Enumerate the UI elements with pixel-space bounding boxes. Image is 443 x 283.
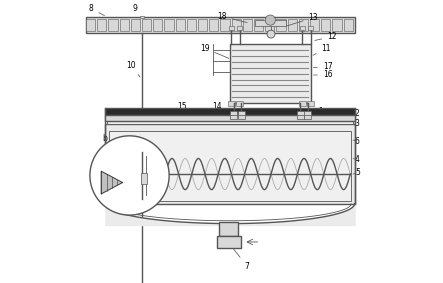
Bar [219, 222, 238, 236]
Bar [86, 19, 95, 31]
Bar [175, 19, 185, 31]
Bar [187, 19, 196, 31]
Bar [308, 26, 313, 30]
Bar [321, 19, 330, 31]
Text: 8: 8 [89, 4, 105, 16]
Text: 13: 13 [287, 13, 318, 26]
Bar [230, 115, 237, 119]
Text: 3: 3 [353, 119, 360, 128]
Text: 2: 2 [353, 109, 360, 118]
Text: 15: 15 [177, 102, 196, 111]
Bar [109, 131, 351, 201]
Text: 12: 12 [315, 32, 337, 41]
Circle shape [90, 136, 169, 215]
Bar [85, 17, 354, 33]
Bar [255, 20, 286, 26]
Polygon shape [101, 171, 122, 194]
Bar [307, 101, 314, 106]
Bar [297, 111, 303, 115]
Text: 1: 1 [309, 107, 323, 116]
Bar [230, 111, 237, 115]
Bar [332, 19, 342, 31]
Bar [344, 19, 353, 31]
Bar [297, 115, 303, 119]
Circle shape [267, 30, 275, 38]
Bar [141, 173, 147, 184]
Text: 10: 10 [126, 61, 140, 77]
Bar [153, 19, 162, 31]
Bar [120, 19, 129, 31]
Bar [238, 115, 245, 119]
Text: 6: 6 [353, 137, 360, 146]
Bar [209, 19, 218, 31]
Bar [237, 26, 242, 30]
Text: 17: 17 [313, 62, 332, 71]
Bar [220, 19, 229, 31]
Bar [105, 124, 354, 204]
Bar [232, 19, 241, 31]
Bar [105, 115, 354, 121]
Bar [105, 108, 354, 115]
Text: b: b [102, 134, 113, 150]
Text: 7: 7 [233, 248, 249, 271]
Bar [217, 236, 241, 248]
Text: 9: 9 [133, 4, 142, 17]
Text: 4: 4 [353, 155, 360, 164]
Bar [304, 111, 311, 115]
Bar [288, 19, 297, 31]
Bar [230, 44, 311, 103]
Bar [304, 115, 311, 119]
Text: 14: 14 [213, 102, 237, 112]
Bar [254, 19, 263, 31]
Bar [142, 19, 151, 31]
Bar [229, 26, 234, 30]
Bar [243, 19, 252, 31]
Text: 18: 18 [217, 12, 247, 23]
Bar [238, 111, 245, 115]
Text: 5: 5 [353, 168, 360, 177]
Bar [109, 19, 117, 31]
Bar [140, 16, 144, 18]
Text: 19: 19 [200, 44, 229, 58]
Circle shape [265, 15, 276, 25]
Bar [299, 26, 305, 30]
Bar [265, 19, 274, 31]
Bar [198, 19, 207, 31]
Text: 16: 16 [313, 70, 332, 80]
Bar [97, 19, 106, 31]
Bar [164, 19, 174, 31]
Bar [299, 19, 308, 31]
Bar [107, 121, 353, 124]
Bar [131, 19, 140, 31]
Bar [237, 101, 243, 106]
Bar [228, 101, 235, 106]
Bar [276, 19, 286, 31]
Bar [299, 101, 306, 106]
Bar [310, 19, 319, 31]
Text: 11: 11 [313, 44, 331, 55]
